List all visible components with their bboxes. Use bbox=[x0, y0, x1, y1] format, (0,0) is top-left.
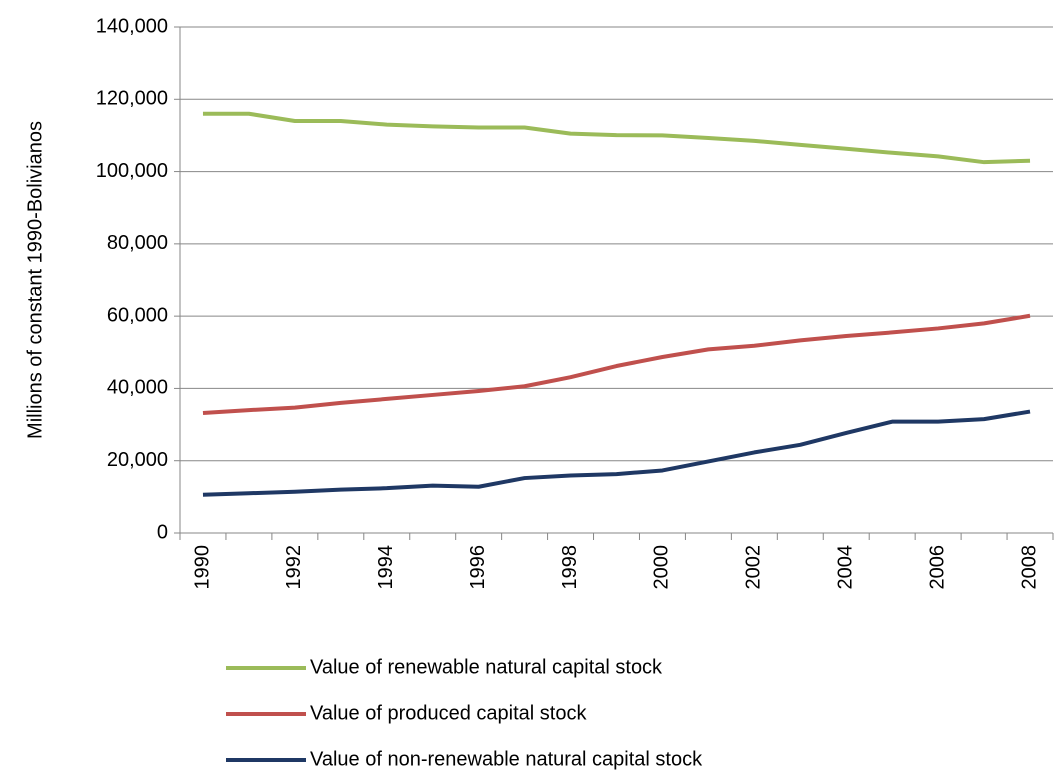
x-tick-label: 2008 bbox=[1018, 545, 1040, 590]
y-tick-label: 140,000 bbox=[96, 15, 168, 37]
y-tick-label: 120,000 bbox=[96, 88, 168, 110]
legend-label: Value of produced capital stock bbox=[310, 702, 587, 724]
x-tick-label: 2000 bbox=[651, 545, 673, 590]
series-line bbox=[202, 313, 1031, 416]
y-tick-label: 20,000 bbox=[107, 449, 168, 471]
legend-label: Value of renewable natural capital stock bbox=[310, 656, 663, 678]
x-tick-label: 2002 bbox=[743, 545, 765, 590]
x-tick-label: 1990 bbox=[191, 545, 213, 590]
x-tick-label: 1992 bbox=[283, 545, 305, 590]
y-tick-label: 100,000 bbox=[96, 160, 168, 182]
x-tick-label: 1996 bbox=[467, 545, 489, 590]
series-line bbox=[202, 409, 1031, 497]
y-tick-label: 40,000 bbox=[107, 377, 168, 399]
x-tick-label: 1998 bbox=[559, 545, 581, 590]
y-tick-label: 0 bbox=[157, 521, 168, 543]
y-axis-title: Millions of constant 1990-Bolivianos bbox=[24, 121, 46, 439]
series-line bbox=[202, 111, 1031, 165]
x-tick-label: 2004 bbox=[835, 545, 857, 590]
legend-label: Value of non-renewable natural capital s… bbox=[310, 748, 703, 770]
x-tick-label: 1994 bbox=[375, 545, 397, 590]
y-tick-label: 60,000 bbox=[107, 304, 168, 326]
x-tick-label: 2006 bbox=[926, 545, 948, 590]
y-tick-label: 80,000 bbox=[107, 232, 168, 254]
